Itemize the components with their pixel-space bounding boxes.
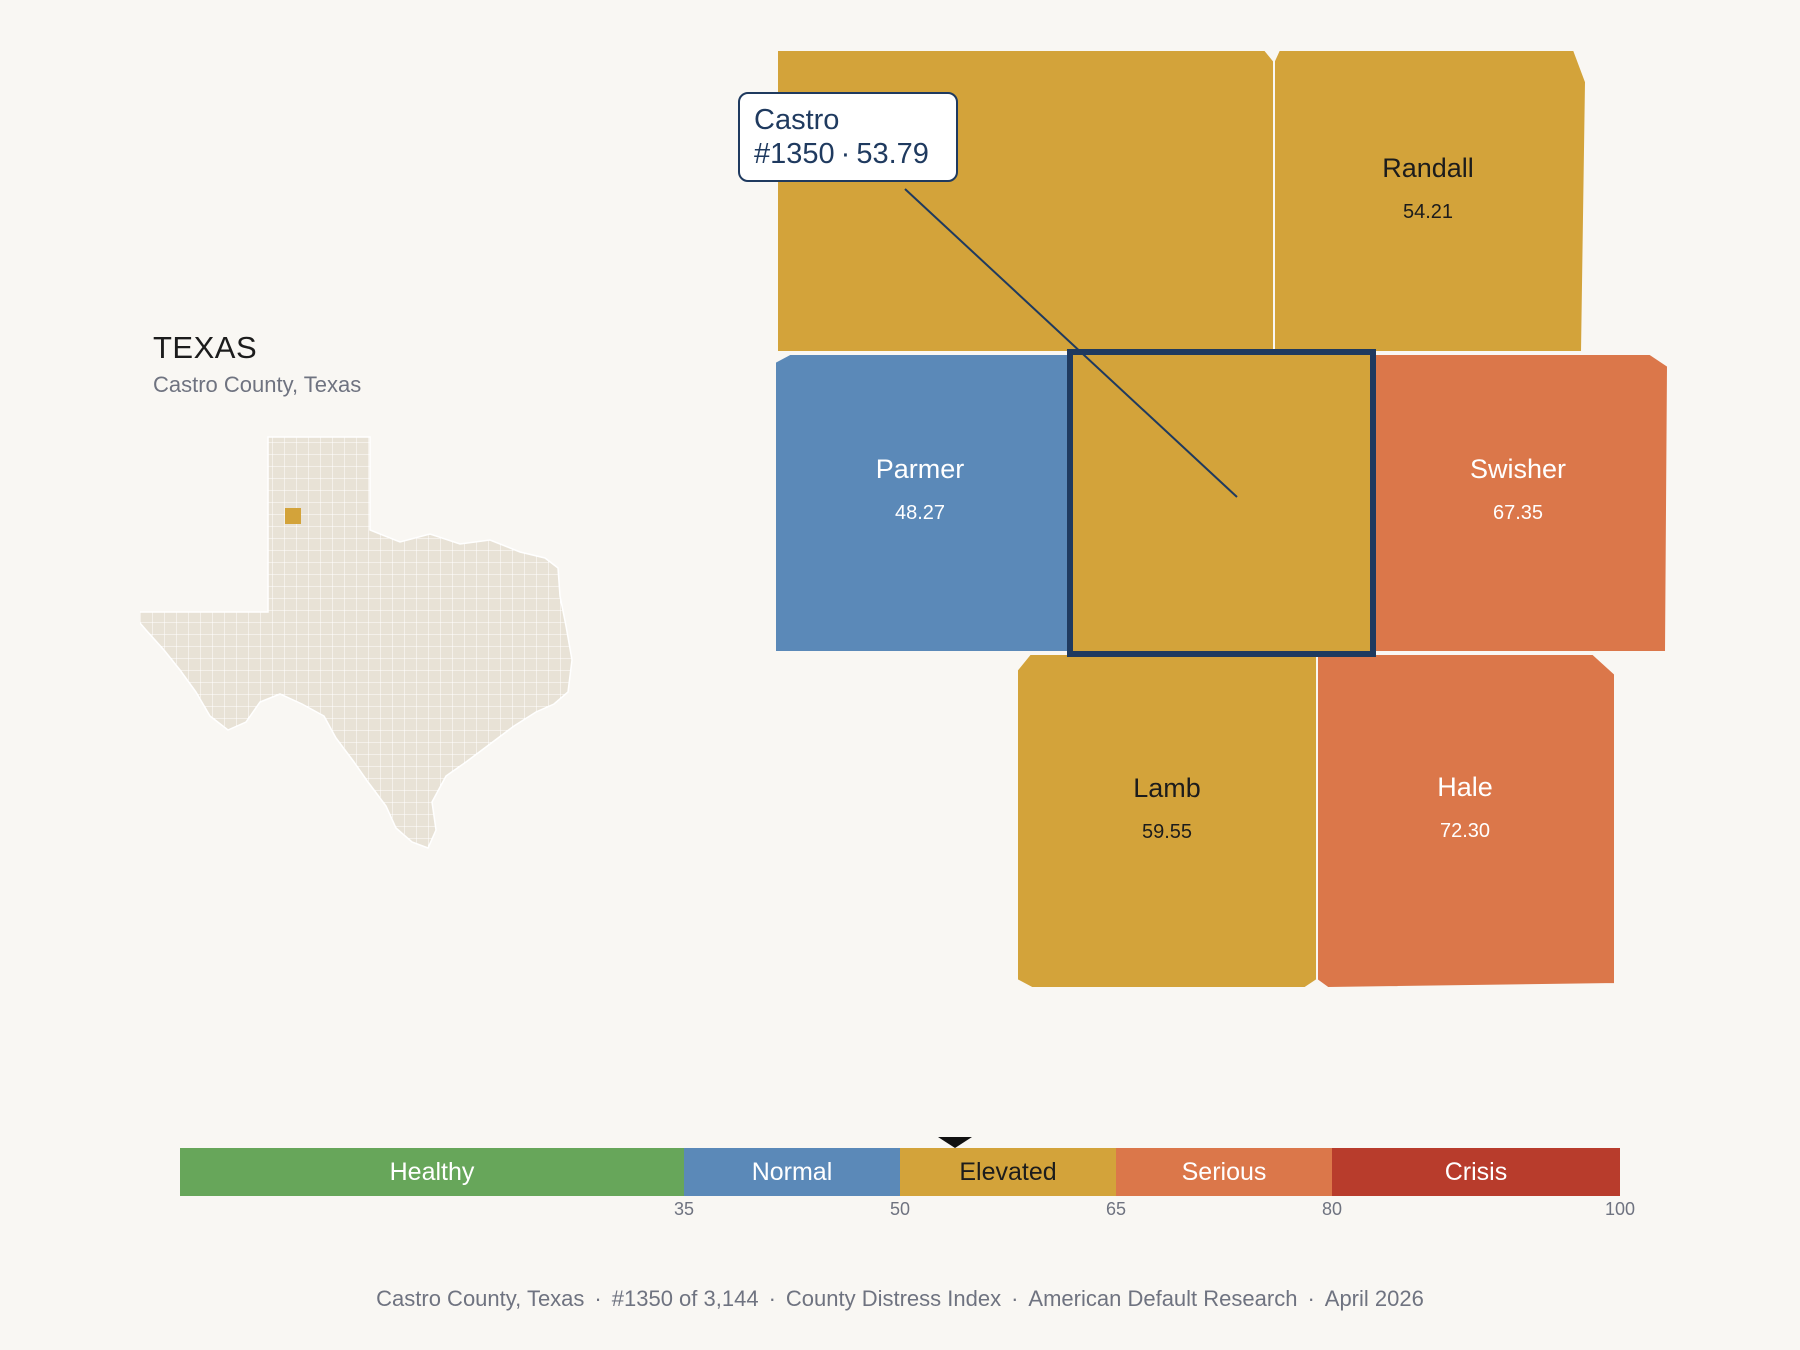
county-parmer[interactable] <box>774 353 1071 653</box>
legend-tick-label: 50 <box>889 1199 911 1219</box>
footer-separator: · <box>1307 1286 1315 1311</box>
county-name-label: Lamb <box>1133 773 1201 803</box>
footer-item: #1350 of 3,144 <box>611 1286 759 1311</box>
county-callout: Castro #1350 · 53.79 <box>738 92 958 182</box>
callout-rank: #1350 <box>754 138 835 170</box>
county-randall[interactable] <box>1273 49 1588 353</box>
footer-item: American Default Research <box>1028 1286 1298 1311</box>
callout-detail: #1350 · 53.79 <box>754 137 942 171</box>
legend-tick-label: 35 <box>673 1199 695 1219</box>
legend-current-marker <box>937 1137 972 1148</box>
state-subtitle: Castro County, Texas <box>153 372 362 397</box>
county-score-label: 59.55 <box>1142 821 1192 843</box>
legend-tick-label: 100 <box>1604 1199 1636 1219</box>
county-castro[interactable] <box>1069 353 1374 653</box>
legend-segment-elevated: Elevated <box>900 1148 1116 1196</box>
legend-tick-label: 80 <box>1321 1199 1343 1219</box>
legend-segment-normal: Normal <box>684 1148 900 1196</box>
callout-leader-line <box>904 188 1238 498</box>
texas-locator-map <box>140 436 573 849</box>
county-score-label: 67.35 <box>1493 502 1543 524</box>
callout-score: 53.79 <box>856 138 929 170</box>
footer-item: April 2026 <box>1324 1286 1424 1311</box>
selected-county-outline[interactable] <box>1067 349 1376 657</box>
state-title: TEXAS <box>153 330 258 365</box>
county-name-label: Parmer <box>876 454 965 484</box>
legend-segment-crisis: Crisis <box>1332 1148 1620 1196</box>
footer-separator: · <box>1011 1286 1019 1311</box>
legend-segment-serious: Serious <box>1116 1148 1332 1196</box>
footer: Castro County, Texas · #1350 of 3,144 · Coun… <box>0 1286 1800 1312</box>
footer-item: Castro County, Texas <box>376 1286 585 1311</box>
callout-separator: · <box>840 138 851 170</box>
county-hale[interactable] <box>1316 653 1616 990</box>
callout-name: Castro <box>754 104 840 136</box>
county-score-label: 72.30 <box>1440 820 1490 842</box>
county-score-label: 48.27 <box>895 502 945 524</box>
legend-segment-healthy: Healthy <box>180 1148 684 1196</box>
footer-item: County Distress Index <box>785 1286 1002 1311</box>
footer-separator: · <box>594 1286 602 1311</box>
distress-legend: Healthy Normal Elevated Serious Crisis <box>180 1148 1620 1196</box>
footer-separator: · <box>768 1286 776 1311</box>
county-name-label: Swisher <box>1470 454 1566 484</box>
county-score-label: 54.21 <box>1403 201 1453 223</box>
legend-tick-label: 65 <box>1105 1199 1127 1219</box>
county-name-label: Hale <box>1437 772 1493 802</box>
county-name-label: Randall <box>1382 153 1474 183</box>
selected-county-marker <box>285 508 301 524</box>
